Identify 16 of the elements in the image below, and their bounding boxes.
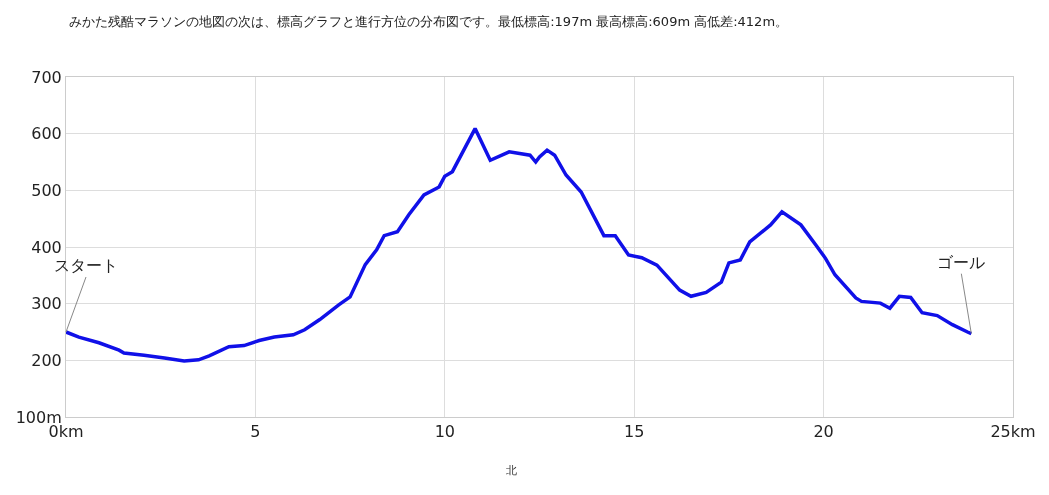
annotation: ゴール <box>937 253 985 272</box>
x-tick-label: 0km <box>48 422 84 442</box>
chart-title: みかた残酷マラソンの地図の次は、標高グラフと進行方位の分布図です。最低標高:197m 最高標高:609m 高低差:412m。 <box>69 14 789 30</box>
x-tick-label: 20 <box>813 422 834 442</box>
text: 北 <box>506 464 517 477</box>
y-tick-label: 300 <box>31 294 62 314</box>
x-tick-label: 25km <box>990 422 1036 442</box>
x-tick-label: 5 <box>250 422 261 442</box>
y-tick-label: 200 <box>31 350 62 370</box>
x-tick-label: 10 <box>434 422 455 442</box>
annotation: スタート <box>54 256 118 275</box>
y-tick-label: 600 <box>31 124 62 144</box>
x-tick-label: 15 <box>624 422 645 442</box>
y-tick-label: 700 <box>31 67 62 87</box>
y-tick-label: 400 <box>31 237 62 257</box>
y-tick-label: 500 <box>31 180 62 200</box>
